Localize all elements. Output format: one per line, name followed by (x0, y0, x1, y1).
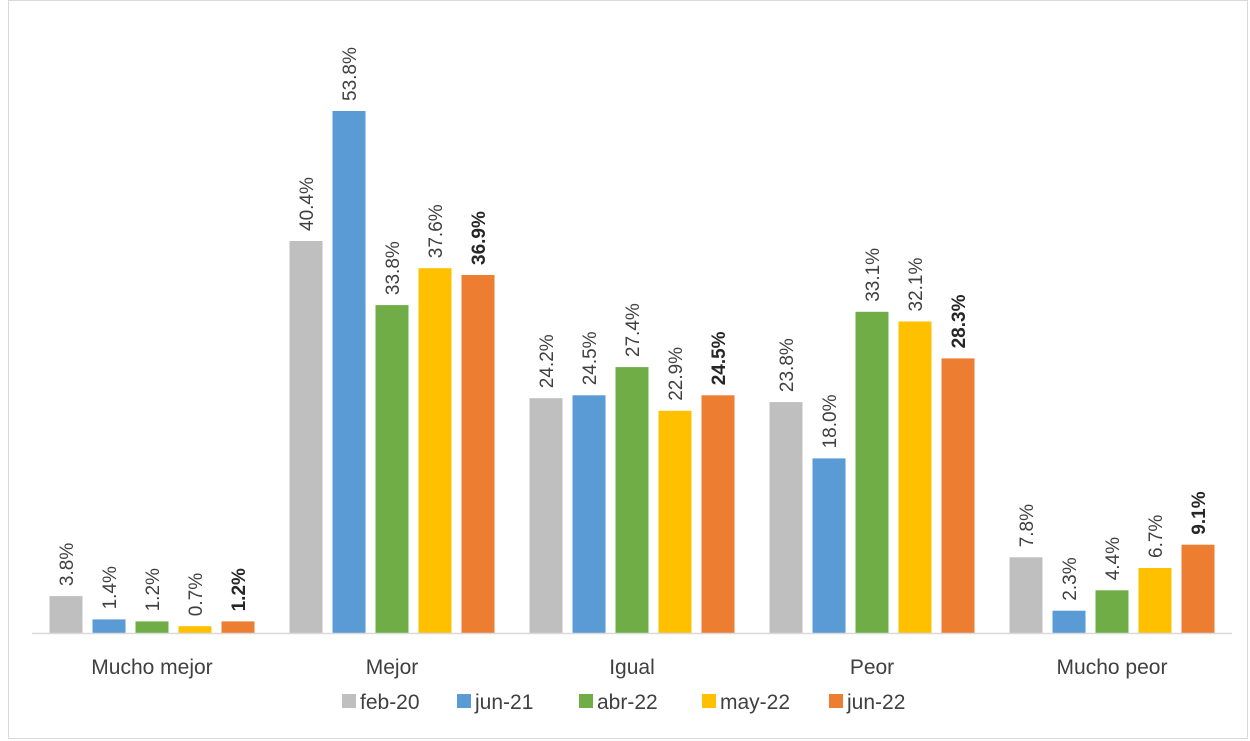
bar-feb-20-mucho-mejor (49, 596, 83, 633)
data-label: 0.7% (186, 573, 207, 616)
bar-abr-22-mucho-peor (1095, 590, 1129, 633)
bar-abr-22-igual (615, 367, 649, 633)
bar-feb-20-mejor (289, 241, 323, 633)
bar-may-22-igual (658, 410, 692, 633)
data-label: 33.8% (383, 241, 404, 295)
data-label: 24.5% (709, 331, 730, 385)
data-label: 1.2% (229, 568, 250, 611)
bar-jun-22-mucho-mejor (221, 621, 255, 633)
x-tick-label: Mucho peor (1057, 656, 1168, 679)
data-label: 1.4% (100, 566, 121, 609)
bar-jun-22-mucho-peor (1181, 544, 1215, 633)
legend-swatch-abr-22 (579, 694, 593, 708)
data-label: 53.8% (340, 47, 361, 101)
bar-feb-20-mucho-peor (1009, 557, 1043, 633)
data-label: 40.4% (297, 177, 318, 231)
bar-jun-22-peor (941, 358, 975, 633)
data-label: 6.7% (1146, 515, 1167, 558)
legend-swatch-jun-22 (829, 694, 843, 708)
bar-abr-22-mejor (375, 305, 409, 633)
legend-swatch-feb-20 (342, 694, 356, 708)
bar-jun-21-peor (812, 458, 846, 633)
legend-swatch-jun-21 (457, 694, 471, 708)
bar-abr-22-mucho-mejor (135, 621, 169, 633)
data-label: 9.1% (1189, 491, 1210, 534)
data-label: 1.2% (143, 568, 164, 611)
bar-jun-22-mejor (461, 275, 495, 633)
bar-jun-21-mejor (332, 111, 366, 633)
bar-jun-21-mucho-mejor (92, 619, 126, 633)
legend-label: may-22 (720, 691, 790, 714)
bar-jun-22-igual (701, 395, 735, 633)
bar-may-22-peor (898, 321, 932, 633)
bar-feb-20-peor (769, 402, 803, 633)
data-labels-group: 3.8% 1.4% 1.2% 0.7% 1.2% 40.4% 53.8% 33.8% 37.6%… (57, 47, 1210, 616)
x-tick-labels: Mucho mejor Mejor Igual Peor Mucho peor (91, 656, 1167, 679)
data-label: 33.1% (863, 248, 884, 302)
legend: feb-20 jun-21 abr-22 may-22 jun-22 (342, 691, 905, 714)
data-label: 37.6% (426, 204, 447, 258)
x-tick-label: Igual (609, 656, 655, 679)
data-label: 24.2% (537, 334, 558, 388)
legend-swatch-may-22 (702, 694, 716, 708)
bar-feb-20-igual (529, 398, 563, 633)
data-label: 24.5% (580, 331, 601, 385)
data-label: 4.4% (1103, 537, 1124, 580)
data-label: 23.8% (777, 338, 798, 392)
data-label: 28.3% (949, 294, 970, 348)
data-label: 3.8% (57, 543, 78, 586)
bar-abr-22-peor (855, 311, 889, 633)
bar-may-22-mucho-peor (1138, 568, 1172, 633)
x-tick-label: Mucho mejor (91, 656, 212, 679)
data-label: 36.9% (469, 211, 490, 265)
x-tick-label: Mejor (366, 656, 419, 679)
data-label: 27.4% (623, 303, 644, 357)
bar-jun-21-igual (572, 395, 606, 633)
data-label: 2.3% (1060, 557, 1081, 600)
x-tick-label: Peor (850, 656, 894, 679)
bars-group (49, 111, 1215, 633)
bar-may-22-mucho-mejor (178, 626, 212, 633)
legend-label: feb-20 (360, 691, 420, 714)
data-label: 7.8% (1017, 504, 1038, 547)
legend-label: jun-22 (846, 691, 905, 714)
data-label: 22.9% (666, 347, 687, 401)
bar-jun-21-mucho-peor (1052, 610, 1086, 633)
bar-may-22-mejor (418, 268, 452, 633)
data-label: 18.0% (820, 394, 841, 448)
legend-label: abr-22 (597, 691, 658, 714)
data-label: 32.1% (906, 258, 927, 312)
legend-label: jun-21 (474, 691, 533, 714)
